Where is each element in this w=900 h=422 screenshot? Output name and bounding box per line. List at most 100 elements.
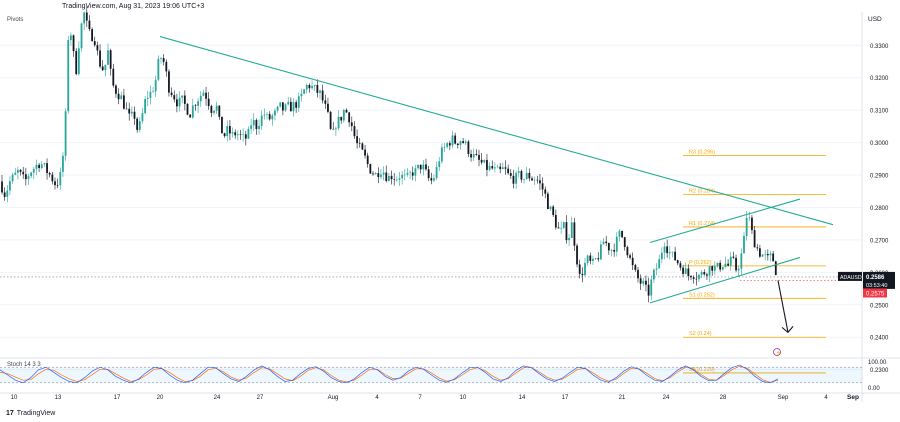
candle-body (395, 179, 398, 181)
stochastic-label[interactable]: Stoch 14 3 3 (7, 362, 41, 368)
candle-body (48, 172, 51, 175)
candle-body (597, 258, 600, 260)
candle-body (721, 266, 724, 270)
candle-body (706, 274, 708, 276)
candle-body (207, 98, 210, 107)
candle-body (401, 174, 404, 179)
candle-body (70, 35, 72, 41)
candle-body (687, 268, 690, 276)
candle-body (724, 263, 727, 267)
candle-body (205, 92, 207, 99)
candle-body (138, 121, 141, 130)
x-tick-label: 28 (720, 395, 727, 401)
candle-body (486, 159, 488, 170)
candle-body (547, 193, 549, 209)
y-tick-label: 0.2300 (870, 368, 889, 374)
candle-body (96, 45, 99, 51)
x-tick-label: 13 (55, 395, 62, 401)
candle-body (80, 23, 83, 49)
candle-body (215, 105, 218, 111)
x-tick-label: 10 (460, 395, 467, 401)
candle-body (162, 58, 165, 62)
candle-body (753, 230, 756, 248)
candle-body (751, 217, 753, 231)
candle-body (11, 174, 14, 182)
stoch-tick-0: 0.00 (868, 386, 880, 392)
candle-body (83, 12, 86, 24)
candle-body (478, 154, 480, 160)
pivot-label: P (0.262) (689, 260, 712, 266)
candle-body (123, 95, 125, 109)
candle-body (480, 159, 483, 163)
candle-body (141, 113, 144, 122)
candle-body (67, 40, 70, 112)
candle-body (626, 247, 629, 256)
candle-body (441, 147, 443, 162)
candle-body (213, 110, 215, 113)
candle-body (584, 262, 586, 276)
candle-body (674, 251, 676, 261)
candle-body (54, 181, 56, 186)
candle-body (772, 253, 775, 262)
candle-body (692, 277, 695, 279)
candle-body (684, 268, 687, 274)
candle-body (761, 254, 764, 257)
candle-body (409, 172, 411, 174)
candle-body (637, 269, 639, 279)
candle-body (554, 215, 557, 228)
candle-body (565, 222, 568, 241)
candle-body (353, 126, 356, 137)
candle-body (88, 20, 91, 30)
candle-body (729, 256, 732, 266)
candle-body (202, 92, 205, 96)
currency-label[interactable]: USD (868, 16, 882, 23)
candle-body (77, 48, 80, 75)
candle-body (576, 245, 578, 265)
candle-body (523, 179, 525, 180)
candle-body (40, 164, 43, 168)
x-tick-label: 17 (562, 395, 569, 401)
candle-body (419, 164, 422, 170)
candle-body (329, 111, 332, 129)
low-price-tag-bg (863, 288, 887, 298)
candle-body (72, 35, 75, 52)
candle-body (32, 168, 35, 173)
candle-body (578, 264, 581, 274)
candle-body (639, 278, 642, 284)
candle-body (605, 241, 608, 244)
candle-body (128, 108, 131, 114)
candle-body (382, 172, 385, 175)
current-price-tag: 0.2586 (866, 275, 885, 281)
countdown-tag: 03:53:40 (866, 283, 887, 289)
candle-body (501, 167, 504, 169)
candle-body (17, 169, 19, 173)
candle-body (504, 167, 507, 169)
candle-body (759, 248, 761, 257)
candle-body (242, 134, 245, 135)
candle-body (144, 99, 146, 114)
candle-body (9, 181, 11, 191)
candle-body (613, 249, 616, 252)
candle-body (732, 256, 735, 258)
candle-body (414, 168, 417, 176)
candle-body (512, 175, 515, 184)
candle-body (255, 120, 258, 130)
candle-body (467, 141, 470, 155)
candle-body (642, 280, 645, 284)
candle-body (737, 268, 740, 271)
candle-body (282, 102, 284, 111)
candle-body (594, 258, 597, 259)
candle-body (600, 244, 602, 260)
stoch-d-line (0, 365, 779, 383)
candle-body (178, 97, 181, 107)
candle-body (340, 116, 343, 121)
current-price-tag-bg (863, 271, 895, 289)
candle-body (115, 85, 117, 94)
candle-body (194, 105, 197, 107)
candle-body (623, 237, 626, 248)
candle-body (345, 109, 348, 113)
candle-body (27, 176, 30, 180)
tradingview-logo[interactable]: 17 TradingView (6, 410, 55, 417)
candle-body (743, 235, 745, 254)
